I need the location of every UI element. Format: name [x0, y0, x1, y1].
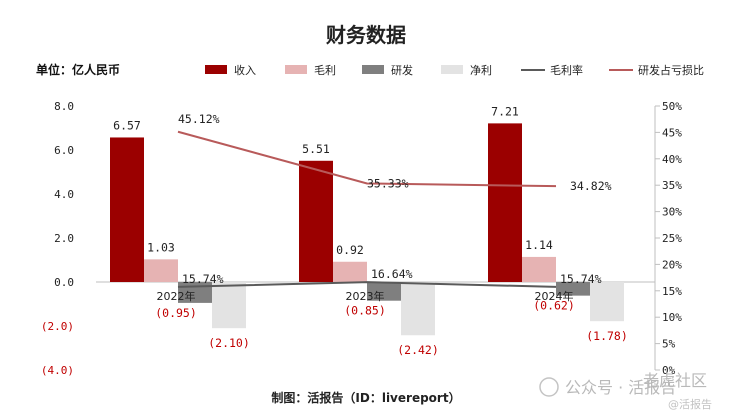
right-axis-tick-label: 50%	[662, 100, 682, 113]
category-label: 2023年	[346, 289, 385, 303]
bar-研发-2024年	[556, 282, 590, 296]
bar-毛利-2022年	[144, 259, 178, 282]
lines-layer	[177, 130, 557, 288]
legend-label-净利: 净利	[470, 63, 492, 77]
left-axis-tick-label: 8.0	[54, 100, 74, 113]
right-axis-tick-label: 25%	[662, 232, 682, 245]
data-label-收入: 7.21	[491, 104, 519, 118]
legend-swatch-收入	[205, 65, 227, 74]
legend-swatch-研发	[362, 65, 384, 74]
line-label-研发占亏损比: 45.12%	[178, 112, 220, 126]
right-axis-tick-label: 20%	[662, 258, 682, 271]
bar-收入-2024年	[488, 123, 522, 282]
line-label-毛利率: 15.74%	[560, 272, 602, 286]
watermark-corner-top: 老虎社区	[643, 371, 707, 390]
left-axis-tick-label: 6.0	[54, 144, 74, 157]
watermark-text: 公众号 · 活报告	[565, 378, 676, 397]
left-axis-tick-label: (2.0)	[41, 320, 74, 333]
footer-credit: 制图：活报告（ID：livereport）	[271, 390, 460, 405]
legend: 收入 毛利 研发 净利 毛利率 研发占亏损比	[205, 63, 704, 77]
chart-title: 财务数据	[326, 23, 406, 47]
data-label-毛利: 1.03	[147, 240, 175, 254]
right-axis-tick-label: 0%	[662, 364, 676, 377]
bar-收入-2023年	[299, 160, 333, 282]
legend-swatch-净利	[441, 65, 463, 74]
right-axis-tick-label: 30%	[662, 206, 682, 219]
bar-净利-2022年	[212, 282, 246, 329]
right-axis-tick-label: 5%	[662, 338, 676, 351]
legend-label-毛利: 毛利	[314, 64, 336, 77]
bar-研发-2023年	[367, 282, 401, 301]
bar-毛利-2024年	[522, 256, 556, 282]
right-axis-tick-label: 15%	[662, 285, 682, 298]
axes: (4.0) (2.0) 0.0 2.0 4.0 6.0 8.0 0% 5% 10% 15% 20% 25…	[41, 100, 682, 377]
legend-label-收入: 收入	[234, 63, 256, 77]
category-label: 2024年	[535, 289, 574, 303]
unit-label: 单位：亿人民币	[36, 62, 120, 77]
data-label-研发: (0.85)	[344, 304, 386, 318]
legend-label-研发占亏损比: 研发占亏损比	[638, 63, 704, 77]
right-axis-tick-label: 45%	[662, 126, 682, 139]
bars-layer	[110, 123, 624, 336]
data-label-收入: 5.51	[302, 142, 330, 156]
line-label-毛利率: 15.74%	[182, 272, 224, 286]
data-label-收入: 6.57	[113, 118, 141, 132]
legend-label-毛利率: 毛利率	[550, 63, 583, 77]
legend-label-研发: 研发	[391, 63, 413, 77]
wechat-logo-icon	[539, 377, 559, 397]
right-axis-tick-label: 40%	[662, 153, 682, 166]
left-axis-tick-label: 0.0	[54, 276, 74, 289]
line-label-研发占亏损比: 35.33%	[367, 176, 409, 190]
legend-swatch-毛利	[285, 65, 307, 74]
data-label-毛利: 1.14	[525, 238, 553, 252]
data-label-研发: (0.62)	[533, 299, 575, 313]
data-label-净利: (2.10)	[208, 336, 250, 350]
watermark: 公众号 · 活报告 老虎社区 @活报告	[539, 371, 712, 411]
data-label-毛利: 0.92	[336, 243, 364, 257]
data-label-净利: (2.42)	[397, 343, 439, 357]
right-axis-tick-label: 35%	[662, 179, 682, 192]
bar-收入-2022年	[110, 137, 144, 282]
left-axis-tick-label: 4.0	[54, 188, 74, 201]
bar-净利-2024年	[590, 282, 624, 322]
data-label-净利: (1.78)	[586, 329, 628, 343]
left-axis-tick-label: (4.0)	[41, 364, 74, 377]
bar-毛利-2023年	[333, 261, 367, 282]
left-axis-tick-label: 2.0	[54, 232, 74, 245]
labels-layer: 6.57 5.51 7.21 1.03 0.92 1.14 (0.95) (0.85) (0.6…	[113, 104, 628, 357]
line-label-毛利率: 16.64%	[371, 267, 413, 281]
right-axis-tick-label: 10%	[662, 311, 682, 324]
bar-净利-2023年	[401, 282, 435, 336]
data-label-研发: (0.95)	[155, 306, 197, 320]
category-label: 2022年	[157, 289, 196, 303]
watermark-corner-bottom: @活报告	[668, 397, 712, 411]
line-label-研发占亏损比: 34.82%	[570, 179, 612, 193]
